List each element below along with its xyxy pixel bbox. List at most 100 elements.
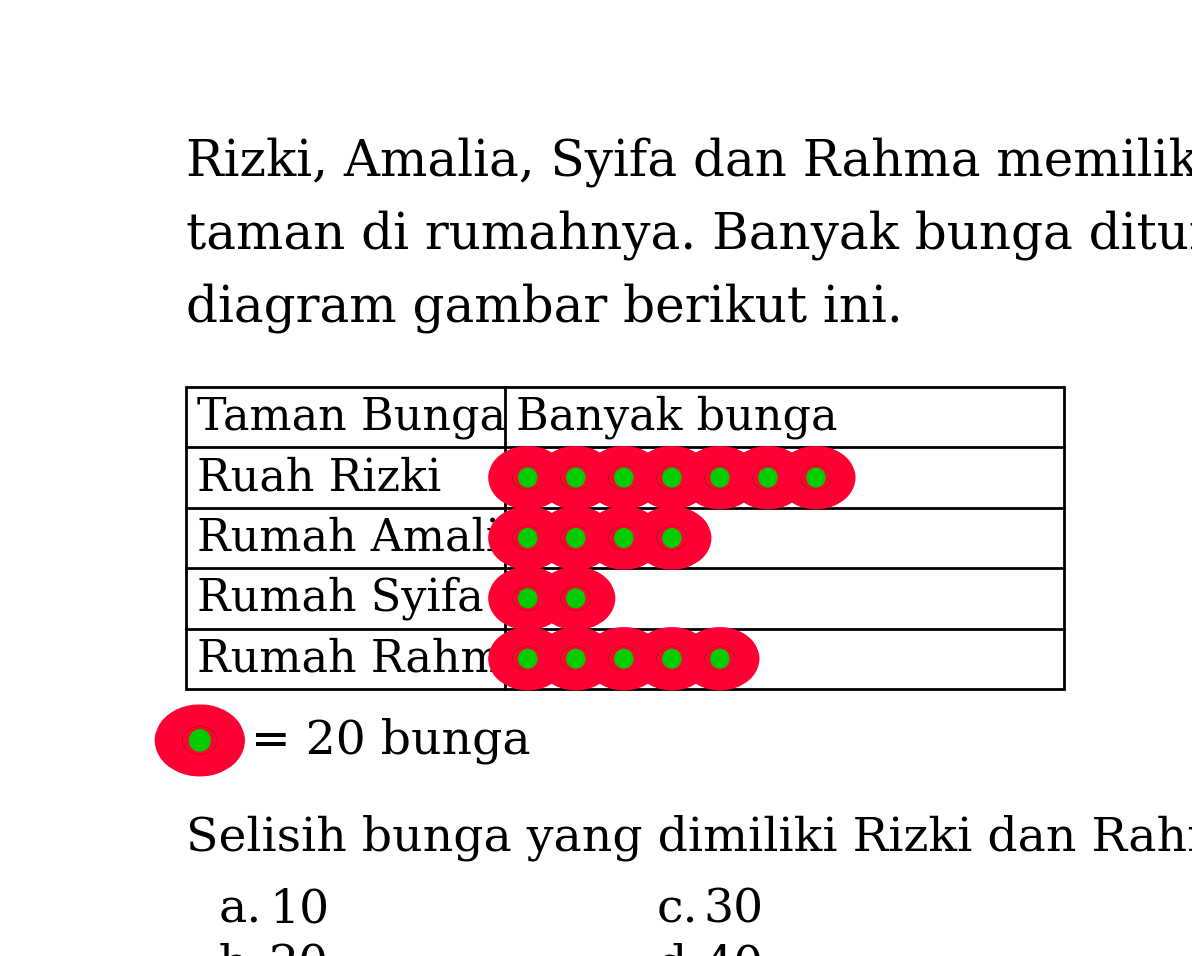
Ellipse shape	[778, 446, 831, 484]
Ellipse shape	[536, 641, 578, 685]
Text: Rumah Amalia: Rumah Amalia	[197, 516, 527, 559]
Ellipse shape	[777, 461, 818, 505]
Circle shape	[561, 527, 590, 550]
Ellipse shape	[644, 538, 701, 569]
Ellipse shape	[499, 598, 557, 629]
Ellipse shape	[198, 721, 244, 771]
Text: 20: 20	[269, 943, 329, 956]
Ellipse shape	[519, 468, 536, 487]
Ellipse shape	[718, 461, 759, 505]
Ellipse shape	[489, 521, 529, 565]
Ellipse shape	[615, 468, 633, 487]
Ellipse shape	[609, 446, 660, 484]
Ellipse shape	[663, 649, 681, 668]
Ellipse shape	[561, 508, 613, 544]
Ellipse shape	[633, 521, 673, 565]
Circle shape	[514, 587, 542, 610]
Ellipse shape	[547, 478, 604, 509]
Ellipse shape	[499, 478, 557, 509]
Circle shape	[561, 647, 590, 670]
Ellipse shape	[536, 461, 578, 505]
Circle shape	[658, 467, 687, 489]
Ellipse shape	[526, 641, 566, 685]
Ellipse shape	[635, 508, 687, 544]
Ellipse shape	[586, 446, 638, 484]
Ellipse shape	[491, 568, 542, 604]
Ellipse shape	[519, 589, 536, 608]
Circle shape	[802, 467, 830, 489]
Ellipse shape	[499, 659, 557, 689]
Ellipse shape	[539, 508, 590, 544]
Ellipse shape	[663, 468, 681, 487]
Ellipse shape	[681, 461, 722, 505]
Ellipse shape	[573, 581, 615, 625]
Ellipse shape	[595, 538, 652, 569]
Ellipse shape	[566, 529, 585, 547]
Text: c.: c.	[657, 887, 699, 933]
Ellipse shape	[788, 478, 844, 509]
Circle shape	[514, 647, 542, 670]
Ellipse shape	[526, 581, 566, 625]
Ellipse shape	[814, 461, 855, 505]
Ellipse shape	[718, 641, 759, 685]
Ellipse shape	[595, 659, 652, 689]
Ellipse shape	[539, 628, 590, 664]
Ellipse shape	[561, 446, 613, 484]
Text: Banyak bunga: Banyak bunga	[516, 396, 837, 439]
Circle shape	[658, 647, 687, 670]
Ellipse shape	[710, 649, 730, 668]
Ellipse shape	[491, 446, 542, 484]
Ellipse shape	[633, 461, 673, 505]
Ellipse shape	[539, 446, 590, 484]
Ellipse shape	[573, 521, 615, 565]
Ellipse shape	[683, 628, 734, 664]
Circle shape	[609, 527, 638, 550]
Circle shape	[561, 587, 590, 610]
Ellipse shape	[519, 529, 536, 547]
Ellipse shape	[586, 628, 638, 664]
Ellipse shape	[499, 538, 557, 569]
Ellipse shape	[706, 446, 757, 484]
Circle shape	[706, 647, 734, 670]
Ellipse shape	[514, 628, 565, 664]
Ellipse shape	[514, 568, 565, 604]
Ellipse shape	[670, 461, 710, 505]
Ellipse shape	[766, 461, 807, 505]
Ellipse shape	[514, 508, 565, 544]
Text: Rumah Syifa: Rumah Syifa	[197, 576, 484, 620]
Text: b.: b.	[218, 943, 263, 956]
Bar	[186, 387, 1063, 689]
Ellipse shape	[536, 581, 578, 625]
Ellipse shape	[155, 721, 203, 771]
Ellipse shape	[514, 446, 565, 484]
Ellipse shape	[622, 641, 663, 685]
Ellipse shape	[644, 659, 701, 689]
Ellipse shape	[644, 478, 701, 509]
Ellipse shape	[585, 521, 626, 565]
Ellipse shape	[536, 521, 578, 565]
Ellipse shape	[635, 628, 687, 664]
Ellipse shape	[730, 461, 770, 505]
Ellipse shape	[633, 641, 673, 685]
Ellipse shape	[595, 478, 652, 509]
Ellipse shape	[489, 581, 529, 625]
Ellipse shape	[658, 446, 709, 484]
Circle shape	[561, 467, 590, 489]
Ellipse shape	[609, 628, 660, 664]
Ellipse shape	[489, 641, 529, 685]
Ellipse shape	[566, 649, 585, 668]
Ellipse shape	[157, 706, 216, 747]
Text: Rizki, Amalia, Syifa dan Rahma memiliki bunga di
taman di rumahnya. Banyak bunga: Rizki, Amalia, Syifa dan Rahma memiliki …	[186, 137, 1192, 333]
Text: 10: 10	[269, 887, 329, 933]
Ellipse shape	[739, 478, 796, 509]
Ellipse shape	[683, 446, 734, 484]
Circle shape	[184, 728, 216, 753]
Ellipse shape	[706, 628, 757, 664]
Ellipse shape	[609, 508, 660, 544]
Ellipse shape	[622, 521, 663, 565]
Circle shape	[514, 527, 542, 550]
Ellipse shape	[489, 461, 529, 505]
Ellipse shape	[691, 659, 749, 689]
Ellipse shape	[691, 478, 749, 509]
Circle shape	[609, 467, 638, 489]
